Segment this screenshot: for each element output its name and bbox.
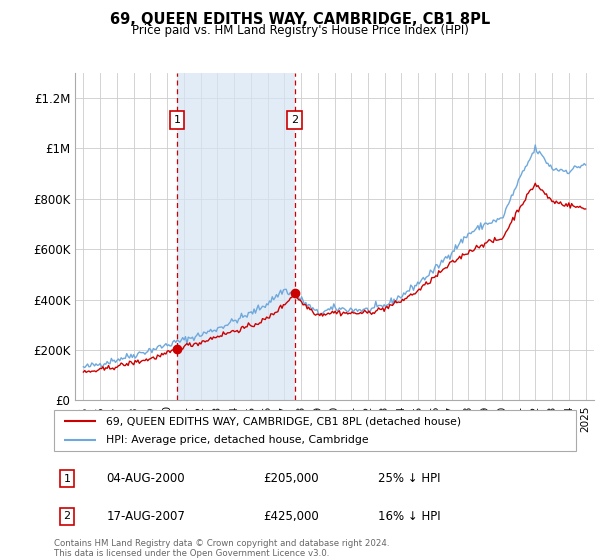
Text: 16% ↓ HPI: 16% ↓ HPI [377, 510, 440, 523]
Text: HPI: Average price, detached house, Cambridge: HPI: Average price, detached house, Camb… [106, 435, 369, 445]
FancyBboxPatch shape [54, 410, 576, 451]
Text: Contains HM Land Registry data © Crown copyright and database right 2024.
This d: Contains HM Land Registry data © Crown c… [54, 539, 389, 558]
Text: Price paid vs. HM Land Registry's House Price Index (HPI): Price paid vs. HM Land Registry's House … [131, 24, 469, 37]
Bar [177, 73, 295, 400]
Text: 04-AUG-2000: 04-AUG-2000 [106, 472, 185, 486]
Text: 2: 2 [291, 115, 298, 125]
Text: 69, QUEEN EDITHS WAY, CAMBRIDGE, CB1 8PL (detached house): 69, QUEEN EDITHS WAY, CAMBRIDGE, CB1 8PL… [106, 417, 461, 426]
Text: 1: 1 [173, 115, 181, 125]
Text: 69, QUEEN EDITHS WAY, CAMBRIDGE, CB1 8PL: 69, QUEEN EDITHS WAY, CAMBRIDGE, CB1 8PL [110, 12, 490, 27]
Text: 1: 1 [64, 474, 71, 484]
Text: 25% ↓ HPI: 25% ↓ HPI [377, 472, 440, 486]
Text: 17-AUG-2007: 17-AUG-2007 [106, 510, 185, 523]
Text: £425,000: £425,000 [263, 510, 319, 523]
Text: £205,000: £205,000 [263, 472, 319, 486]
Text: 2: 2 [64, 511, 71, 521]
